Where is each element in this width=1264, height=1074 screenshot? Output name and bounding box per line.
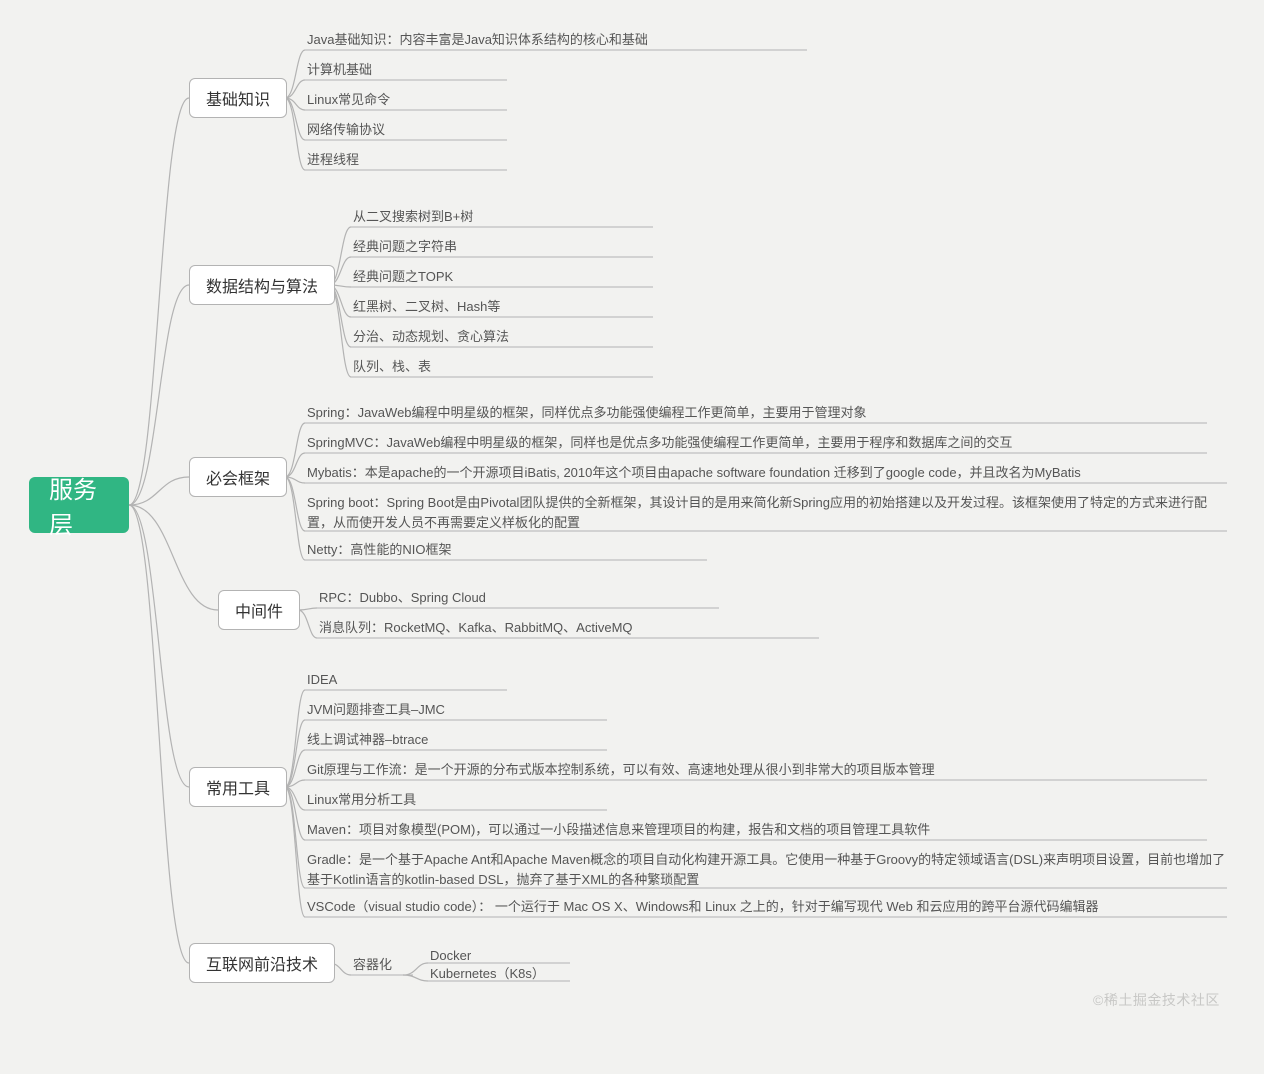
leaf-node: 分治、动态规划、贪心算法 [353, 327, 653, 347]
leaf-node: 线上调试神器–btrace [307, 730, 607, 750]
leaf-node: Maven：项目对象模型(POM)，可以通过一小段描述信息来管理项目的构建，报告… [307, 820, 1207, 840]
leaf-node: VSCode（visual studio code）： 一个运行于 Mac OS… [307, 897, 1227, 917]
leaf-node: 从二叉搜索树到B+树 [353, 207, 653, 227]
leaf-node: Spring：JavaWeb编程中明星级的框架，同样优点多功能强使编程工作更简单… [307, 403, 1207, 423]
leaf-node: SpringMVC：JavaWeb编程中明星级的框架，同样也是优点多功能强使编程… [307, 433, 1207, 453]
leaf-node: Docker [430, 946, 630, 966]
leaf-node: Linux常用分析工具 [307, 790, 607, 810]
leaf-node: IDEA [307, 670, 507, 690]
branch-node[interactable]: 互联网前沿技术 [189, 943, 335, 983]
leaf-node: Netty：高性能的NIO框架 [307, 540, 707, 560]
root-node[interactable]: 服务层 [29, 477, 129, 533]
leaf-node: Kubernetes（K8s） [430, 964, 630, 984]
leaf-node: RPC：Dubbo、Spring Cloud [319, 588, 719, 608]
leaf-node: 经典问题之TOPK [353, 267, 653, 287]
branch-node[interactable]: 数据结构与算法 [189, 265, 335, 305]
leaf-node: 红黑树、二叉树、Hash等 [353, 297, 653, 317]
leaf-node: JVM问题排查工具–JMC [307, 700, 607, 720]
leaf-node: 容器化 [353, 955, 413, 975]
branch-node[interactable]: 中间件 [218, 590, 300, 630]
watermark: ©稀土掘金技术社区 [1093, 990, 1220, 1010]
leaf-node: Mybatis：本是apache的一个开源项目iBatis, 2010年这个项目… [307, 463, 1227, 483]
branch-node[interactable]: 必会框架 [189, 457, 287, 497]
leaf-node: 队列、栈、表 [353, 357, 653, 377]
leaf-node: 进程线程 [307, 150, 507, 170]
branch-node[interactable]: 常用工具 [189, 767, 287, 807]
leaf-node: 网络传输协议 [307, 120, 507, 140]
leaf-node: 经典问题之字符串 [353, 237, 653, 257]
leaf-node: Spring boot：Spring Boot是由Pivotal团队提供的全新框… [307, 493, 1227, 532]
leaf-node: Linux常见命令 [307, 90, 507, 110]
branch-node[interactable]: 基础知识 [189, 78, 287, 118]
leaf-node: Git原理与工作流：是一个开源的分布式版本控制系统，可以有效、高速地处理从很小到… [307, 760, 1207, 780]
leaf-node: 计算机基础 [307, 60, 507, 80]
leaf-node: 消息队列：RocketMQ、Kafka、RabbitMQ、ActiveMQ [319, 618, 819, 638]
leaf-node: Gradle：是一个基于Apache Ant和Apache Maven概念的项目… [307, 850, 1227, 889]
leaf-node: Java基础知识：内容丰富是Java知识体系结构的核心和基础 [307, 30, 807, 50]
